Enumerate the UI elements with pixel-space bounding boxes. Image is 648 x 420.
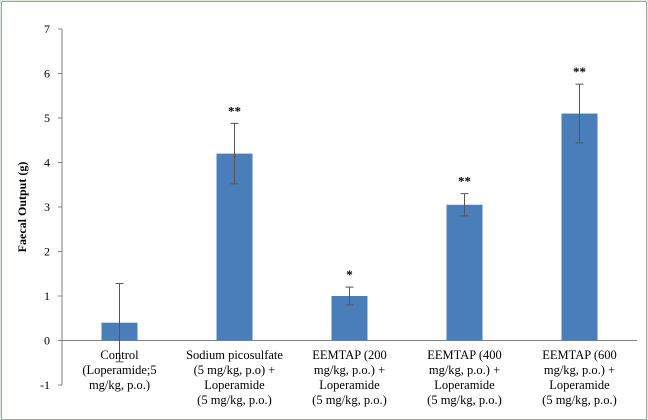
y-tick-label: 7: [44, 22, 50, 36]
bar: [561, 113, 598, 341]
x-category-label-line: EEMTAP (600: [542, 348, 617, 362]
y-tick-label: 1: [44, 289, 50, 303]
x-category-label-line: mg/kg, p.o.) +: [544, 363, 615, 377]
x-category-label-line: (5 mg/kg, p.o.): [312, 393, 387, 407]
x-category-label-line: (5 mg/kg, p.o) +: [194, 363, 276, 377]
x-category-label-line: EEMTAP (400: [427, 348, 502, 362]
x-category-label-line: EEMTAP (200: [312, 348, 387, 362]
y-tick-label: -1: [40, 378, 50, 392]
x-category-label-line: (5 mg/kg, p.o.): [542, 393, 617, 407]
y-tick-label: 4: [44, 156, 50, 170]
y-axis-title: Faecal Output (g): [15, 162, 29, 253]
y-tick-label: 5: [44, 111, 50, 125]
x-category-label: EEMTAP (600 mg/kg, p.o.) + Loperamide (5 mg…: [542, 348, 617, 407]
x-category-label-line: Loperamide: [549, 378, 610, 392]
x-category-label: EEMTAP (400 mg/kg, p.o.) + Loperamide (5 mg…: [427, 348, 502, 407]
significance-label: **: [573, 64, 586, 79]
significance-label: **: [228, 103, 241, 118]
y-tick-label: 6: [44, 67, 50, 81]
bar: [216, 153, 253, 341]
y-tick-label: 2: [44, 245, 50, 259]
x-category-label-line: (Loperamide;5: [82, 363, 156, 377]
x-category-label-line: Loperamide: [319, 378, 380, 392]
x-category-label-line: Sodium picosulfate: [186, 348, 283, 362]
x-category-label-line: (5 mg/kg, p.o.): [197, 393, 272, 407]
x-category-label-line: Loperamide: [204, 378, 265, 392]
x-category-label-line: Control: [100, 348, 139, 362]
x-category-label-line: mg/kg, p.o.) +: [429, 363, 500, 377]
x-category-label: Sodium picosulfate (5 mg/kg, p.o) + Lopera…: [186, 348, 283, 407]
y-tick-label: 3: [44, 200, 50, 214]
x-category-label-line: (5 mg/kg, p.o.): [427, 393, 502, 407]
significance-label: **: [458, 174, 471, 189]
y-tick-label: 0: [44, 334, 50, 348]
x-category-label-line: Loperamide: [434, 378, 495, 392]
bar: [446, 204, 483, 341]
x-category-label-line: mg/kg, p.o.): [89, 378, 150, 392]
significance-label: *: [346, 267, 353, 282]
x-category-label: EEMTAP (200 mg/kg, p.o.) + Loperamide (5 mg…: [312, 348, 387, 407]
x-category-label: Control (Loperamide;5 mg/kg, p.o.): [82, 348, 156, 392]
x-category-label-line: mg/kg, p.o.) +: [314, 363, 385, 377]
